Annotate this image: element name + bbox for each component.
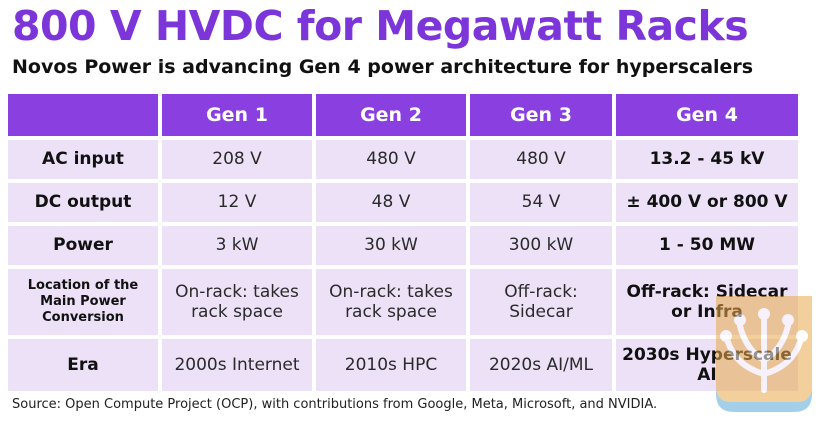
table-cell: Off-rack: Sidecar (470, 269, 612, 335)
table-cell: 480 V (316, 140, 466, 179)
table-cell: 480 V (470, 140, 612, 179)
table-cell: On-rack: takes rack space (316, 269, 466, 335)
row-label-dc-output: DC output (8, 183, 158, 222)
row-label-power: Power (8, 226, 158, 265)
header-corner-cell (8, 94, 158, 136)
tree-logo-icon (716, 296, 812, 412)
table-cell-gen4: 1 - 50 MW (616, 226, 798, 265)
table-cell: 48 V (316, 183, 466, 222)
source-note: Source: Open Compute Project (OCP), with… (12, 397, 658, 412)
row-label-ac-input: AC input (8, 140, 158, 179)
row-label-era: Era (8, 339, 158, 391)
header-gen4: Gen 4 (616, 94, 798, 136)
header-gen1: Gen 1 (162, 94, 312, 136)
table-cell: 2020s AI/ML (470, 339, 612, 391)
table-cell: On-rack: takes rack space (162, 269, 312, 335)
table-cell: 12 V (162, 183, 312, 222)
table-cell: 2010s HPC (316, 339, 466, 391)
table-cell: 54 V (470, 183, 612, 222)
row-label-location: Location of the Main Power Conversion (8, 269, 158, 335)
page-title: 800 V HVDC for Megawatt Racks (12, 2, 749, 50)
page-subtitle: Novos Power is advancing Gen 4 power arc… (12, 56, 754, 78)
header-gen2: Gen 2 (316, 94, 466, 136)
table-cell-gen4: 13.2 - 45 kV (616, 140, 798, 179)
table-cell: 3 kW (162, 226, 312, 265)
table-cell: 2000s Internet (162, 339, 312, 391)
table-cell-gen4: ± 400 V or 800 V (616, 183, 798, 222)
table-cell: 300 kW (470, 226, 612, 265)
table-cell: 30 kW (316, 226, 466, 265)
header-gen3: Gen 3 (470, 94, 612, 136)
comparison-table: Gen 1 Gen 2 Gen 3 Gen 4 AC input 208 V 4… (8, 94, 798, 391)
table-cell: 208 V (162, 140, 312, 179)
